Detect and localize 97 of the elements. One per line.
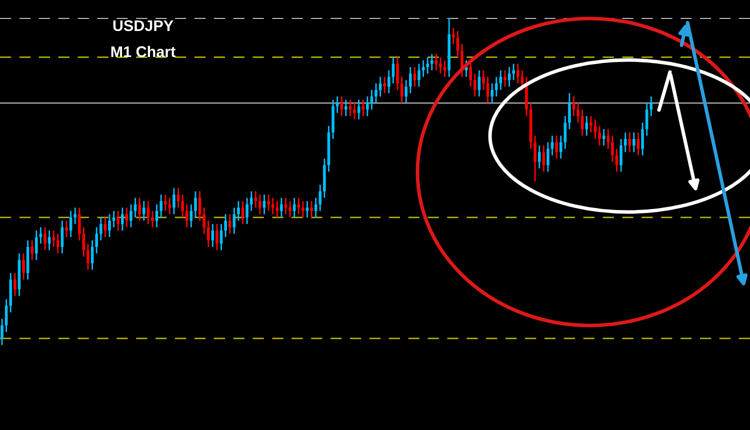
candlestick xyxy=(78,206,81,242)
candlestick xyxy=(146,200,150,225)
candlestick xyxy=(590,115,592,134)
candlestick xyxy=(628,132,632,153)
candlestick xyxy=(512,63,515,81)
candlestick xyxy=(434,53,438,72)
candlestick xyxy=(280,197,283,218)
candlestick xyxy=(516,63,520,84)
text: M1 Chart xyxy=(111,46,176,58)
candlestick xyxy=(374,82,378,104)
candlestick xyxy=(130,204,132,228)
candlestick xyxy=(120,206,124,232)
candlestick xyxy=(216,223,218,251)
candlestick xyxy=(362,99,365,117)
candlestick xyxy=(383,76,386,94)
candlestick xyxy=(116,210,120,232)
candlestick xyxy=(546,142,550,172)
candlestick xyxy=(232,206,236,235)
candlestick xyxy=(490,82,494,104)
candlestick xyxy=(30,240,34,261)
candlestick xyxy=(95,226,98,254)
candlestick xyxy=(258,194,262,215)
candlestick xyxy=(194,190,197,218)
candlestick xyxy=(340,96,344,117)
candlestick xyxy=(443,60,446,78)
candlestick xyxy=(228,214,232,235)
candlestick xyxy=(538,144,541,170)
candlestick xyxy=(598,125,601,146)
candlestick xyxy=(138,197,141,222)
candlestick xyxy=(65,220,68,238)
candlestick xyxy=(211,223,214,248)
candlestick xyxy=(164,194,167,212)
candlestick xyxy=(202,206,206,235)
candlestick xyxy=(494,76,498,98)
candlestick xyxy=(439,56,442,74)
candlestick xyxy=(409,66,412,94)
candlestick xyxy=(366,96,369,117)
candlestick xyxy=(224,214,227,238)
candlestick xyxy=(555,135,558,160)
candlestick xyxy=(636,132,640,156)
candlestick xyxy=(142,200,146,222)
candlestick xyxy=(14,272,16,297)
candlestick xyxy=(44,226,46,251)
candlestick xyxy=(482,70,485,91)
candlestick xyxy=(288,200,292,218)
candlestick xyxy=(86,242,90,270)
candlestick xyxy=(336,96,339,114)
candlestick xyxy=(151,210,154,228)
candlestick xyxy=(302,200,304,218)
candlestick xyxy=(426,56,429,74)
candlestick xyxy=(160,194,162,218)
chart-title: USDJPY xyxy=(113,20,174,32)
candlestick xyxy=(564,115,567,150)
candlestick xyxy=(22,252,25,280)
candlestick xyxy=(344,99,348,117)
candlestick xyxy=(108,214,111,238)
candlestick xyxy=(620,138,622,172)
candlestick xyxy=(237,200,240,222)
candlestick xyxy=(318,184,322,212)
candlestick xyxy=(172,187,176,215)
candlestick xyxy=(388,70,390,94)
candlestick xyxy=(353,102,356,120)
candlestick xyxy=(650,96,653,117)
candlestick xyxy=(99,216,102,242)
candlestick xyxy=(35,230,38,261)
candlestick xyxy=(185,204,188,228)
candlestick xyxy=(310,200,313,218)
candlestick xyxy=(404,79,408,104)
candlestick xyxy=(267,194,270,212)
candlestick xyxy=(576,102,580,124)
candlestick xyxy=(534,135,536,182)
candlestick xyxy=(254,190,258,208)
candlestick xyxy=(181,194,184,218)
candlestick xyxy=(504,70,506,88)
candlestick xyxy=(602,128,606,146)
candlestick xyxy=(306,200,309,218)
candlestick xyxy=(430,53,434,72)
candlestick xyxy=(276,200,279,218)
candlestick xyxy=(246,197,248,225)
candlestick xyxy=(74,206,76,225)
candlestick xyxy=(396,56,399,91)
candlestick xyxy=(641,122,644,156)
candlestick xyxy=(0,318,4,346)
candlestick xyxy=(473,72,476,98)
candlestick xyxy=(422,60,425,78)
candlestick xyxy=(559,135,562,160)
candlestick xyxy=(241,200,244,225)
candlestick xyxy=(632,132,636,153)
candlestick xyxy=(418,63,420,88)
candlestick xyxy=(56,233,60,254)
candlestick xyxy=(206,220,210,248)
candlestick xyxy=(297,197,300,215)
candlestick xyxy=(568,92,571,130)
candlestick xyxy=(52,230,55,248)
candlestick xyxy=(606,128,610,150)
candlestick xyxy=(452,27,455,45)
candlestick xyxy=(611,135,614,163)
